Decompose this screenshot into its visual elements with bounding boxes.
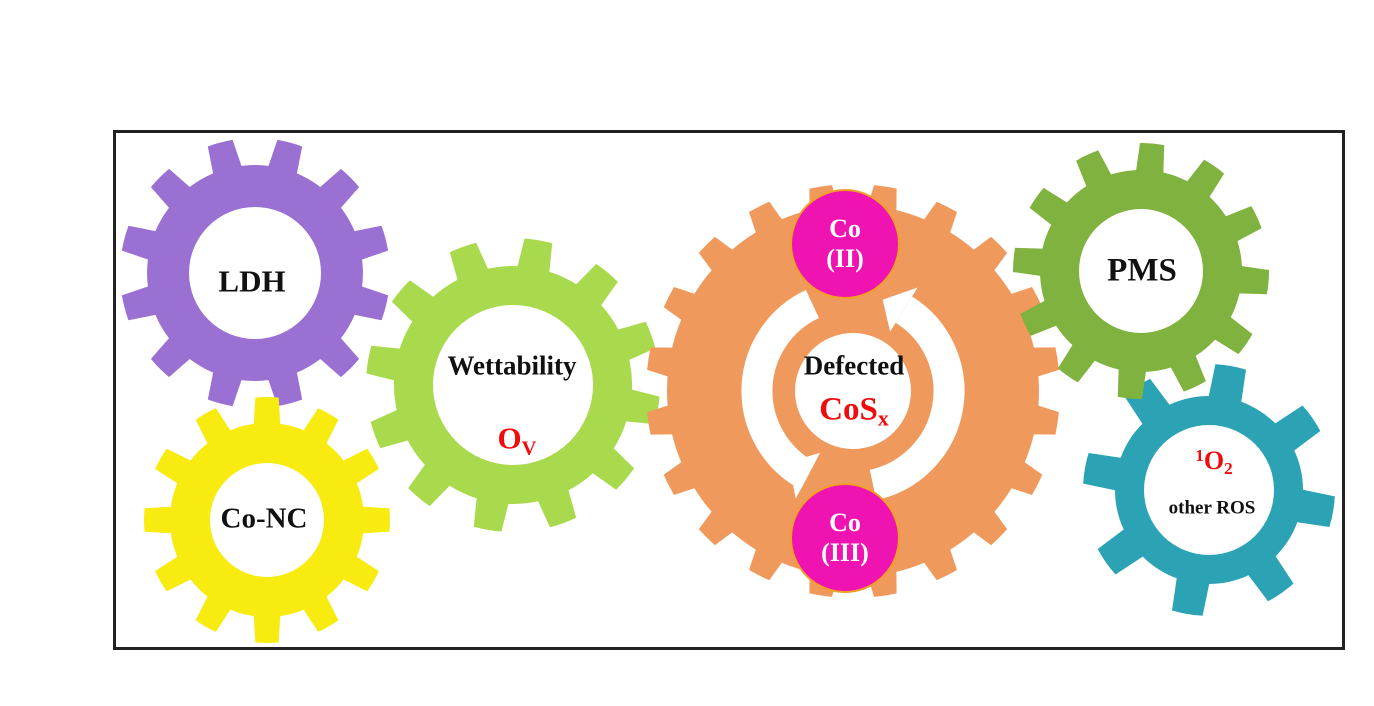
gear-hole-pms — [1079, 209, 1203, 333]
ov-base: O — [497, 420, 522, 456]
gear-hole-ldh — [189, 207, 321, 339]
cosx-subscript: x — [877, 406, 889, 431]
gear-label-other-ros: other ROS — [1168, 497, 1256, 519]
co3-badge-line2: (III) — [821, 538, 869, 567]
gear-label-wettability: Wettability — [447, 350, 577, 381]
oxygen-vacancy-label: OV — [497, 420, 537, 459]
gear-hole-conc — [210, 463, 324, 577]
gear-hole-cosx — [795, 333, 911, 449]
co2-badge-line2: (II) — [826, 244, 864, 273]
cosx-base: CoS — [819, 391, 878, 428]
cycle-arrowhead-bottom — [788, 452, 821, 499]
singlet-superscript: 1 — [1195, 446, 1204, 466]
gear-label-ldh: LDH — [218, 263, 286, 299]
co3-badge: Co (III) — [790, 483, 900, 593]
co2-badge-line1: Co — [829, 214, 861, 244]
cycle-arc-left — [741, 289, 820, 490]
singlet-oxygen-label: 1O2 — [1195, 446, 1232, 477]
co2-badge: Co (II) — [790, 189, 900, 299]
gear-label-pms: PMS — [1107, 252, 1177, 289]
cosx-formula-label: CoSx — [819, 391, 889, 429]
singlet-subscript: 2 — [1224, 458, 1233, 478]
singlet-base: O — [1203, 446, 1225, 475]
cycle-arc-right — [869, 296, 965, 501]
gear-label-defected: Defected — [803, 350, 905, 381]
gear-hole-wett — [433, 305, 593, 465]
ov-subscript: V — [521, 437, 537, 460]
cycle-arrowhead-top — [882, 287, 918, 332]
co3-badge-line1: Co — [829, 508, 861, 538]
gear-hole-ros — [1144, 425, 1274, 555]
gear-label-co-nc: Co-NC — [220, 502, 308, 535]
